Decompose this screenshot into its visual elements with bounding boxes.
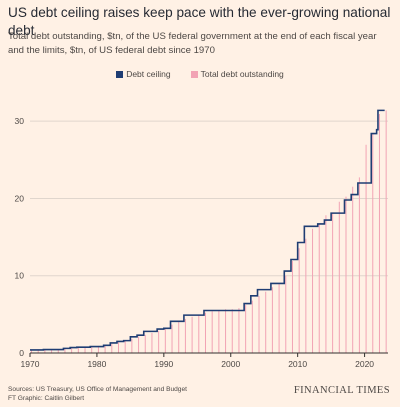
debt-bars	[31, 110, 387, 353]
chart-sources: Sources: US Treasury, US Office of Manag…	[8, 385, 187, 403]
gridlines	[30, 120, 388, 277]
chart-subtitle: Total debt outstanding, $tn, of the US f…	[8, 31, 377, 56]
ft-brand-logo: FINANCIAL TIMES	[293, 385, 390, 396]
y-tick-label-20: 20	[15, 193, 25, 203]
x-tick-label-1980: 1980	[87, 359, 106, 369]
x-axis	[29, 352, 388, 357]
ceiling-line	[30, 109, 385, 351]
legend-label-debt: Total debt outstanding	[200, 69, 284, 79]
x-tick-labels: 1970 1980 1990 2000 2010 2020	[21, 359, 375, 369]
legend-item-ceiling: Debt ceiling	[116, 69, 171, 79]
x-tick-label-2020: 2020	[355, 359, 374, 369]
y-tick-label-30: 30	[15, 116, 25, 126]
chart-title: US debt ceiling raises keep pace with th…	[8, 5, 391, 38]
y-tick-labels: 0 10 20 30	[15, 116, 25, 358]
x-tick-label-2010: 2010	[288, 359, 307, 369]
x-tick-label-2000: 2000	[221, 359, 240, 369]
legend-swatch-debt	[190, 70, 198, 78]
x-tick-label-1970: 1970	[21, 359, 40, 369]
chart-legend: Debt ceiling Total debt outstanding	[0, 69, 400, 79]
legend-swatch-ceiling	[116, 70, 124, 78]
legend-item-debt: Total debt outstanding	[190, 69, 284, 79]
legend-label-ceiling: Debt ceiling	[126, 69, 171, 79]
x-tick-label-1990: 1990	[154, 359, 173, 369]
y-tick-label-10: 10	[15, 271, 25, 281]
ceiling-step-line	[30, 109, 385, 351]
credit-text: FT Graphic: Caitlin Gilbert	[8, 395, 85, 402]
y-tick-label-0: 0	[19, 348, 24, 358]
sources-text: Sources: US Treasury, US Office of Manag…	[8, 386, 187, 393]
